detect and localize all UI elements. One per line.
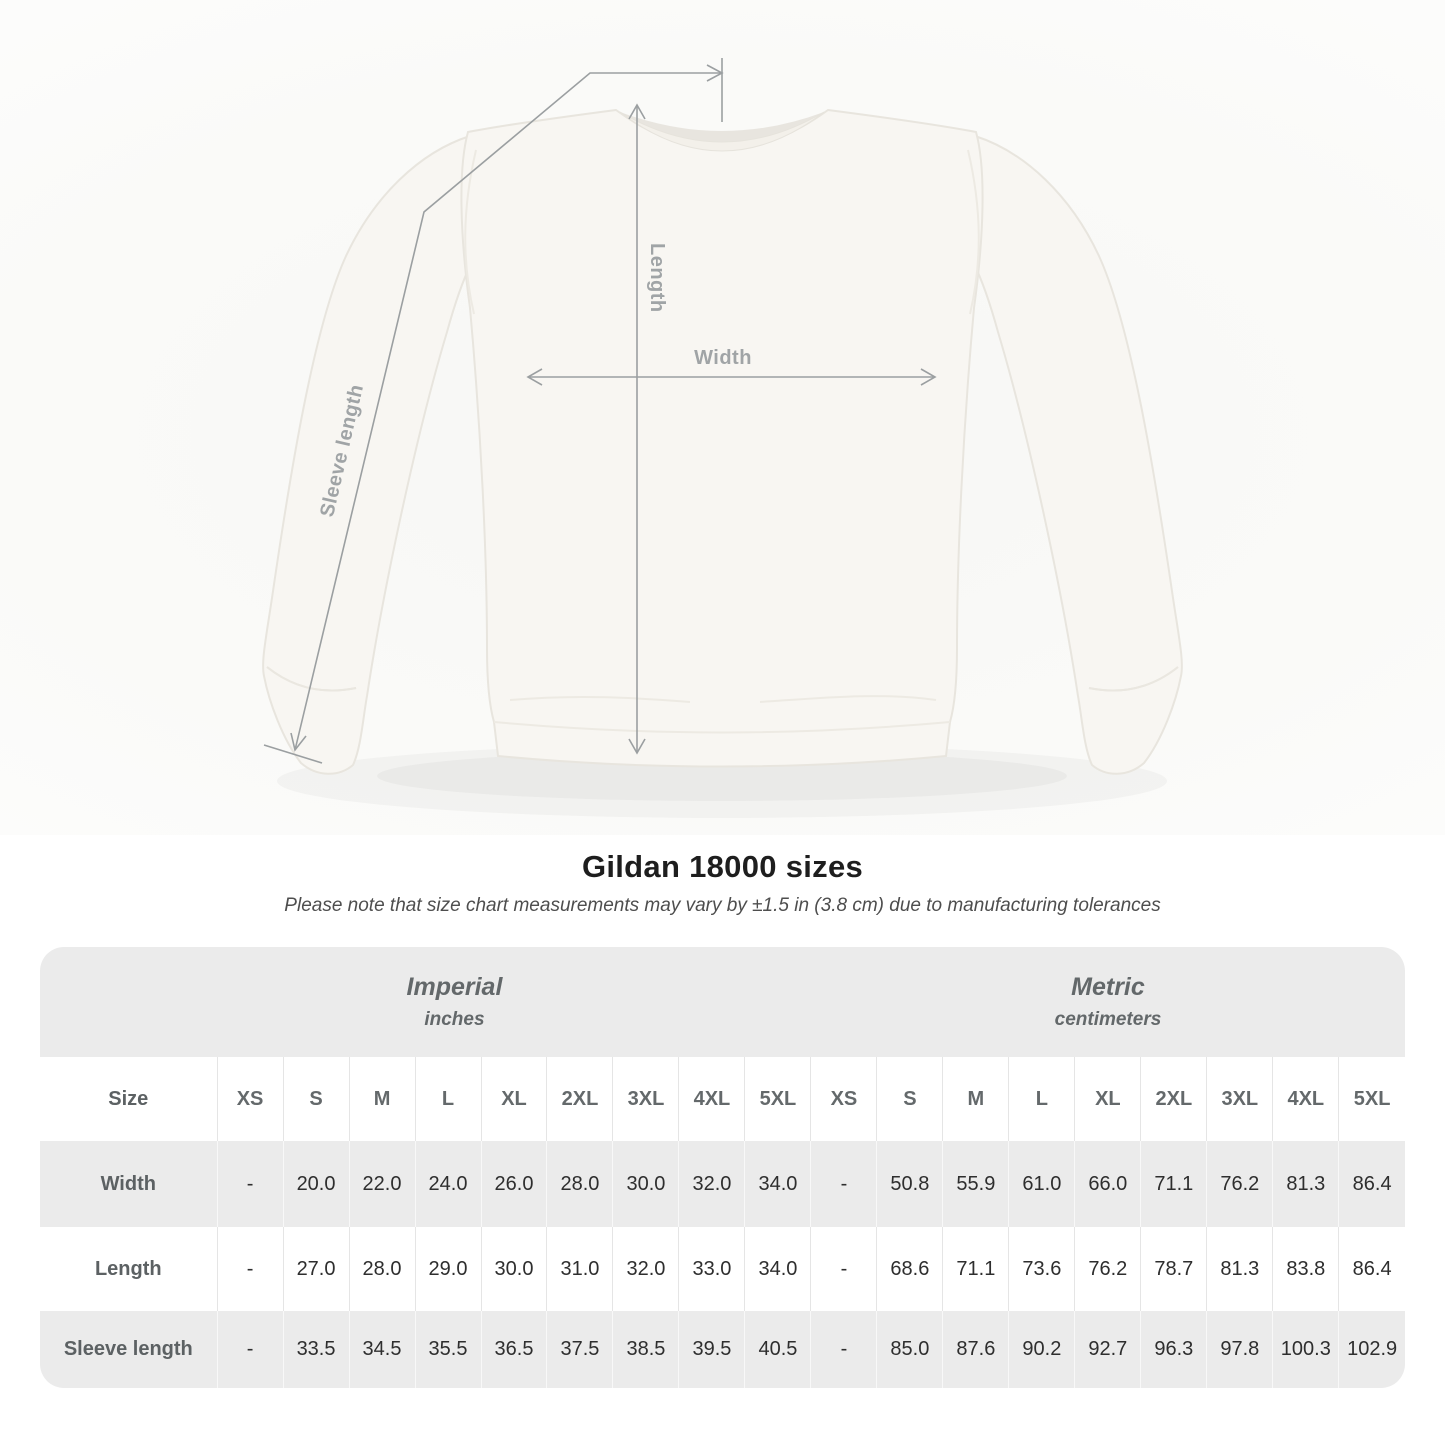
measurement-value: 26.0 <box>480 1141 547 1227</box>
size-column-header: 2XL <box>546 1057 613 1141</box>
sleeve-length-measure-line <box>263 58 724 764</box>
measurement-value: - <box>810 1311 877 1388</box>
measurement-value: 34.5 <box>348 1311 416 1388</box>
measurement-value: 50.8 <box>876 1141 943 1227</box>
width-label: Width <box>694 347 752 369</box>
measurement-value: 92.7 <box>1074 1311 1141 1388</box>
size-column-header: L <box>1008 1057 1075 1141</box>
measurement-value: 20.0 <box>282 1141 350 1227</box>
size-column-header: 2XL <box>1140 1057 1207 1141</box>
page-title: Gildan 18000 sizes <box>581 849 864 884</box>
imperial-unit: inches <box>424 1009 485 1030</box>
measurement-value: 28.0 <box>348 1227 416 1311</box>
garment-photo: Length Width Sleeve length <box>0 0 1445 835</box>
measurement-value: - <box>216 1311 284 1388</box>
measurement-value: 61.0 <box>1008 1141 1075 1227</box>
measurement-value: 68.6 <box>876 1227 943 1311</box>
size-column-header: S <box>876 1057 943 1141</box>
measurement-value: 85.0 <box>876 1311 943 1388</box>
measurement-value: 71.1 <box>942 1227 1009 1311</box>
measurement-value: 55.9 <box>942 1141 1009 1227</box>
measurement-value: 76.2 <box>1206 1141 1273 1227</box>
measurement-value: - <box>810 1141 877 1227</box>
row-label: Width <box>100 1172 156 1195</box>
sweatshirt-image <box>262 108 1183 775</box>
measurement-value: 38.5 <box>612 1311 679 1388</box>
measurement-value: 22.0 <box>348 1141 416 1227</box>
measurement-value: 34.0 <box>744 1141 811 1227</box>
measurement-value: 29.0 <box>414 1227 481 1311</box>
measurement-value: 24.0 <box>414 1141 481 1227</box>
measurement-value: 86.4 <box>1338 1141 1405 1227</box>
size-column-header: XS <box>216 1057 284 1141</box>
measurement-value: 31.0 <box>546 1227 613 1311</box>
measurement-value: 78.7 <box>1140 1227 1207 1311</box>
measurement-value: 73.6 <box>1008 1227 1075 1311</box>
measurement-value: 39.5 <box>678 1311 745 1388</box>
imperial-header: Imperial inches <box>40 947 811 1057</box>
size-column-header: 5XL <box>744 1057 811 1141</box>
metric-unit: centimeters <box>1054 1009 1162 1030</box>
length-measure-line <box>628 103 646 755</box>
measurement-value: 96.3 <box>1140 1311 1207 1388</box>
measurement-value: 35.5 <box>414 1311 481 1388</box>
measurement-value: 71.1 <box>1140 1141 1207 1227</box>
size-column-header: M <box>348 1057 416 1141</box>
size-column-header: 5XL <box>1338 1057 1405 1141</box>
measurement-value: 76.2 <box>1074 1227 1141 1311</box>
measurement-value: 40.5 <box>744 1311 811 1388</box>
metric-title: Metric <box>1071 973 1145 1001</box>
size-column-header: M <box>942 1057 1009 1141</box>
measurement-value: 28.0 <box>546 1141 613 1227</box>
tolerance-note: Please note that size chart measurements… <box>284 895 1161 916</box>
measurement-value: 34.0 <box>744 1227 811 1311</box>
size-column-header: 3XL <box>612 1057 679 1141</box>
measurement-value: 33.0 <box>678 1227 745 1311</box>
measurement-value: 27.0 <box>282 1227 350 1311</box>
size-column-header: XL <box>480 1057 547 1141</box>
row-label: Sleeve length <box>63 1338 193 1360</box>
table-row-sleeve-length: Sleeve length - 33.5 34.5 35.5 36.5 37.5… <box>40 1311 1405 1388</box>
measurement-value: 83.8 <box>1272 1227 1339 1311</box>
width-measure-line <box>526 368 937 386</box>
measurement-value: - <box>216 1227 284 1311</box>
size-header-row: Size XS S M L XL 2XL 3XL 4XL 5XL XS S M … <box>40 1057 1405 1141</box>
size-column-header: XS <box>810 1057 877 1141</box>
metric-header: Metric centimeters <box>810 947 1405 1057</box>
size-column-header: 4XL <box>678 1057 745 1141</box>
measurement-value: 87.6 <box>942 1311 1009 1388</box>
row-label: Length <box>94 1257 162 1280</box>
measurement-value: 90.2 <box>1008 1311 1075 1388</box>
size-header-cell: Size <box>108 1087 149 1110</box>
size-column-header: L <box>414 1057 481 1141</box>
measurement-value: 81.3 <box>1272 1141 1339 1227</box>
measurement-value: 86.4 <box>1338 1227 1405 1311</box>
table-row-length: Length - 27.0 28.0 29.0 30.0 31.0 32.0 3… <box>40 1227 1405 1311</box>
measurement-value: - <box>810 1227 877 1311</box>
imperial-title: Imperial <box>406 973 503 1001</box>
measurement-value: 30.0 <box>612 1141 679 1227</box>
table-row-width: Width - 20.0 22.0 24.0 26.0 28.0 30.0 32… <box>40 1141 1405 1227</box>
size-column-header: 4XL <box>1272 1057 1339 1141</box>
size-table: Imperial inches Metric centimeters Size … <box>40 947 1405 1388</box>
measurement-value: 100.3 <box>1272 1311 1339 1388</box>
measurement-value: 36.5 <box>480 1311 547 1388</box>
measurement-value: 32.0 <box>678 1141 745 1227</box>
measurement-value: - <box>216 1141 284 1227</box>
measurement-value: 66.0 <box>1074 1141 1141 1227</box>
measurement-value: 30.0 <box>480 1227 547 1311</box>
measurement-value: 37.5 <box>546 1311 613 1388</box>
measurement-value: 32.0 <box>612 1227 679 1311</box>
size-column-header: 3XL <box>1206 1057 1273 1141</box>
size-column-header: S <box>282 1057 350 1141</box>
measurement-value: 33.5 <box>282 1311 350 1388</box>
measurement-value: 97.8 <box>1206 1311 1273 1388</box>
measurement-value: 81.3 <box>1206 1227 1273 1311</box>
garment-shadow <box>277 744 1167 818</box>
measurement-value: 102.9 <box>1338 1311 1405 1388</box>
size-column-header: XL <box>1074 1057 1141 1141</box>
length-label: Length <box>646 243 668 313</box>
